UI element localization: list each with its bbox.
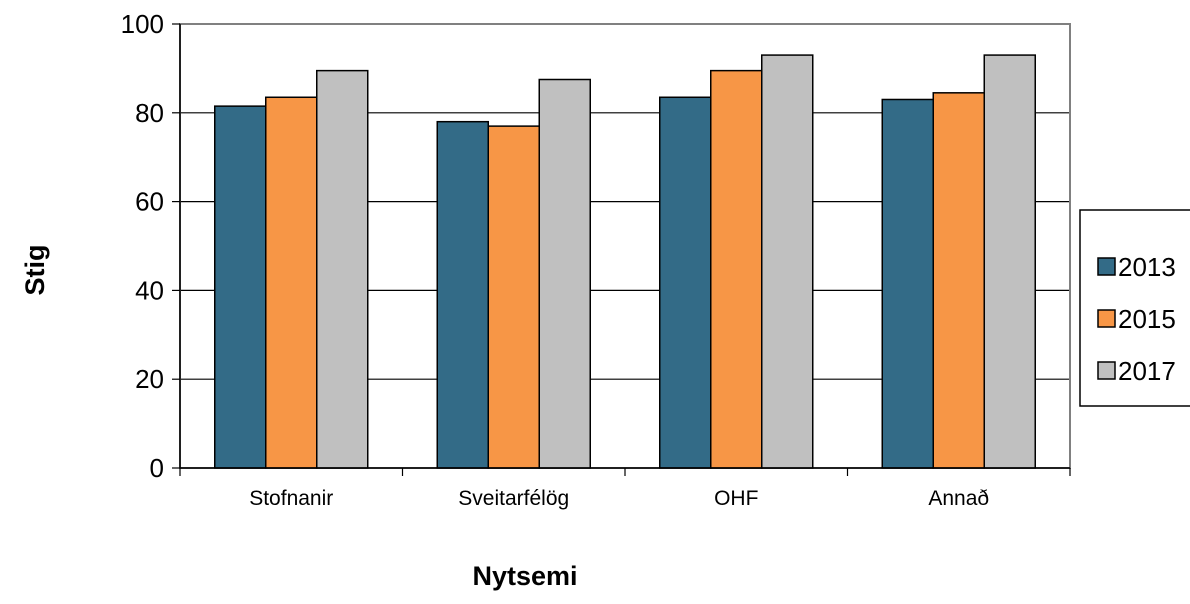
bar-2017-1: [538, 78, 591, 469]
legend-swatch-2013: [1097, 257, 1116, 276]
y-tick-label: 80: [135, 98, 164, 128]
bar-2017-3: [983, 54, 1036, 469]
y-tick-label: 40: [135, 275, 164, 305]
bar-2015-1: [487, 125, 540, 469]
x-axis-title: Nytsemi: [472, 561, 577, 591]
x-category-label: Stofnanir: [249, 487, 333, 510]
legend-label-2015: 2015: [1118, 304, 1176, 334]
bar-2013-0: [214, 105, 267, 469]
bar-2017-0: [316, 69, 369, 469]
bar-2015-2: [710, 69, 763, 469]
bar-2013-2: [659, 96, 712, 469]
bar-2015-3: [932, 92, 985, 469]
legend-label-2013: 2013: [1118, 252, 1176, 282]
y-tick-label: 0: [150, 453, 164, 483]
bar-2017-2: [761, 54, 814, 469]
y-tick-labels: 0 20 40 60 80 100: [121, 9, 164, 483]
y-tick-label: 100: [121, 9, 164, 39]
y-tick-label: 20: [135, 364, 164, 394]
legend-label-2017: 2017: [1118, 356, 1176, 386]
x-category-labels: Stofnanir Sveitarfélög OHF Annað: [249, 487, 989, 510]
y-axis-title: Stig: [20, 245, 50, 296]
x-category-label: Annað: [928, 487, 989, 510]
axes: [172, 23, 1071, 476]
bar-2013-1: [436, 120, 489, 469]
legend-swatch-2015: [1097, 309, 1116, 328]
legend-swatch-2017: [1097, 361, 1116, 380]
bar-2013-3: [881, 98, 934, 469]
y-tick-label: 60: [135, 187, 164, 217]
x-category-label: OHF: [714, 487, 758, 510]
legend: 2013 2015 2017: [1079, 209, 1190, 407]
x-category-label: Sveitarfélög: [458, 487, 569, 510]
bars: [214, 54, 1036, 469]
bar-2015-0: [265, 96, 318, 469]
